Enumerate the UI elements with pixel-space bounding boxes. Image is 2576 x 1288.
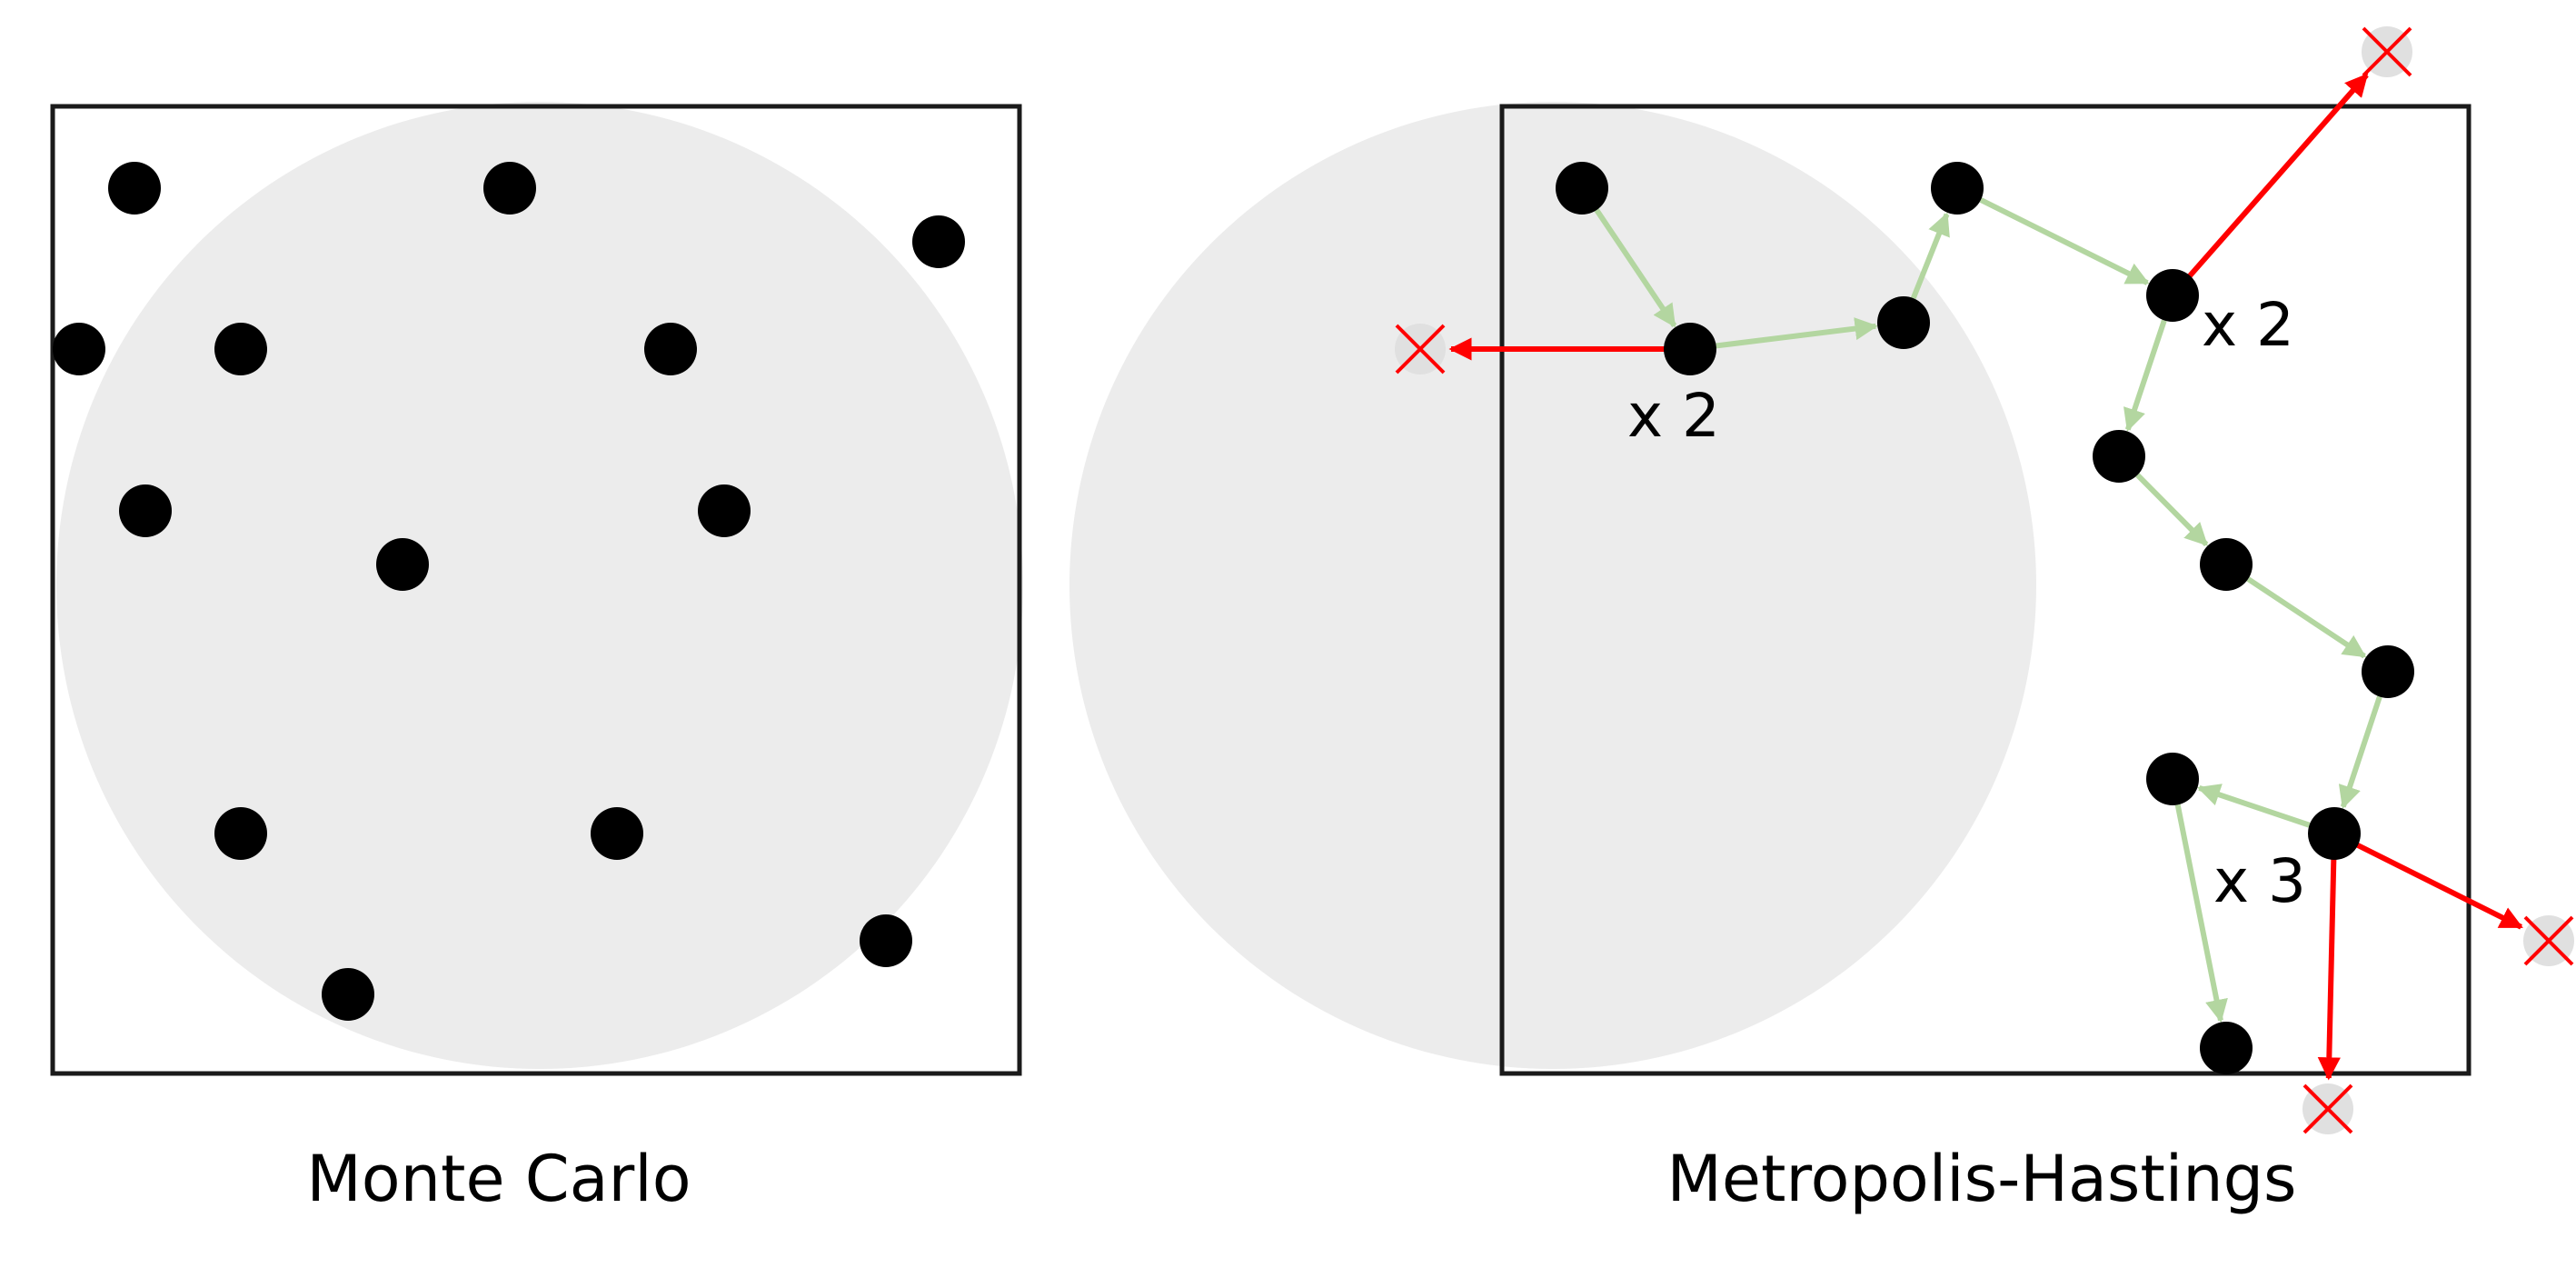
mc-sample-points: [53, 162, 965, 1021]
mh-sample-points: [1556, 162, 2414, 1074]
sample-point: [591, 807, 643, 860]
sample-point: [119, 484, 172, 537]
sample-point: [644, 323, 697, 375]
metropolis-hastings-panel: x 2 x 2 x 3 Metropolis-Hastings: [1069, 26, 2574, 1216]
sample-point: [483, 162, 536, 215]
rejected-move-arrow: [2332, 831, 2523, 930]
multiplicity-label: x 2: [1627, 381, 1720, 451]
sample-point: [698, 484, 751, 537]
sample-point: [108, 162, 161, 215]
rejected-x-icon: [2302, 1083, 2353, 1134]
accepted-move-arrow: [2338, 695, 2382, 809]
mc-target-region: [56, 102, 1023, 1069]
sample-point: [214, 323, 267, 375]
sample-point: [2093, 430, 2145, 483]
accepted-move-arrow: [1716, 317, 1878, 349]
sample-point: [1931, 162, 1984, 215]
mc-caption: Monte Carlo: [306, 1142, 691, 1216]
sample-point: [2200, 538, 2253, 591]
rejected-x-icon: [2362, 26, 2412, 77]
accepted-move-arrow: [2246, 576, 2367, 659]
rejected-move-arrow: [2170, 73, 2369, 297]
sample-point: [2146, 269, 2199, 322]
monte-carlo-panel: Monte Carlo: [50, 102, 1023, 1216]
rejected-move-arrow: [2317, 833, 2341, 1081]
multiplicity-label: x 2: [2202, 290, 2294, 360]
rejected-x-icon: [2523, 915, 2574, 966]
accepted-move-arrow: [2123, 319, 2167, 432]
mc-frame: [50, 104, 1022, 1076]
mh-rejected-proposals: [1395, 26, 2574, 1134]
sample-point: [860, 914, 912, 967]
sample-point: [53, 323, 105, 375]
accepted-move-arrow: [2135, 473, 2209, 547]
sample-point: [322, 968, 374, 1021]
multiplicity-label: x 3: [2213, 846, 2306, 916]
accepted-move-arrow: [2174, 804, 2228, 1023]
sample-point: [2146, 753, 2199, 805]
sample-point: [214, 807, 267, 860]
accepted-move-arrow: [1594, 208, 1677, 328]
mh-moves: [1448, 73, 2523, 1081]
mh-frame: [1499, 104, 2472, 1076]
sample-point: [2308, 807, 2361, 860]
mh-target-region: [1069, 102, 2036, 1069]
accepted-move-arrow: [1910, 212, 1950, 300]
sample-point: [2200, 1022, 2253, 1074]
sample-point: [1664, 323, 1716, 375]
accepted-move-arrow: [1979, 197, 2150, 285]
sample-point: [1877, 296, 1930, 349]
sample-point: [376, 538, 429, 591]
rejected-x-icon: [1395, 324, 1446, 374]
sample-point: [912, 215, 965, 268]
sample-point: [2362, 645, 2414, 698]
mh-caption: Metropolis-Hastings: [1666, 1142, 2296, 1216]
accepted-move-arrow: [2196, 784, 2311, 828]
sample-point: [1556, 162, 1608, 215]
